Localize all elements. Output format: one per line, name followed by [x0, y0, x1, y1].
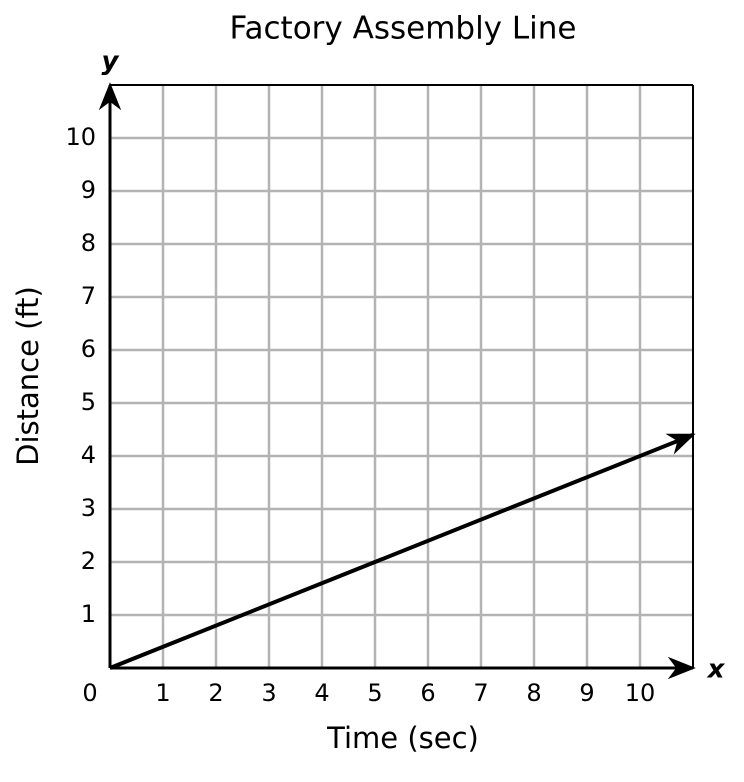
x-tick-label: 10: [625, 679, 656, 707]
x-tick-label: 8: [526, 679, 541, 707]
y-tick-label: 1: [81, 600, 96, 628]
x-tick-label: 4: [314, 679, 329, 707]
x-tick-label: 6: [420, 679, 435, 707]
x-tick-label: 3: [261, 679, 276, 707]
y-axis-symbol: y: [102, 47, 120, 77]
y-tick-label: 3: [81, 494, 96, 522]
y-tick-label: 10: [65, 123, 96, 151]
x-tick-label: 2: [208, 679, 223, 707]
x-tick-label: 1: [155, 679, 170, 707]
y-tick-label: 7: [81, 282, 96, 310]
y-tick-label: 5: [81, 388, 96, 416]
y-tick-label: 2: [81, 547, 96, 575]
x-axis-symbol: x: [706, 655, 726, 685]
chart-title: Factory Assembly Line: [230, 11, 577, 47]
x-tick-label: 5: [367, 679, 382, 707]
x-tick-label: 0: [82, 679, 97, 707]
x-tick-label: 7: [473, 679, 488, 707]
y-tick-label: 4: [81, 441, 96, 469]
x-axis-label: Time (sec): [326, 721, 479, 755]
data-line: [109, 432, 696, 670]
x-tick-label: 9: [579, 679, 594, 707]
y-tick-label: 6: [81, 335, 96, 363]
y-tick-label: 8: [81, 229, 96, 257]
y-axis-label: Distance (ft): [11, 286, 45, 466]
y-tick-label: 9: [81, 176, 96, 204]
